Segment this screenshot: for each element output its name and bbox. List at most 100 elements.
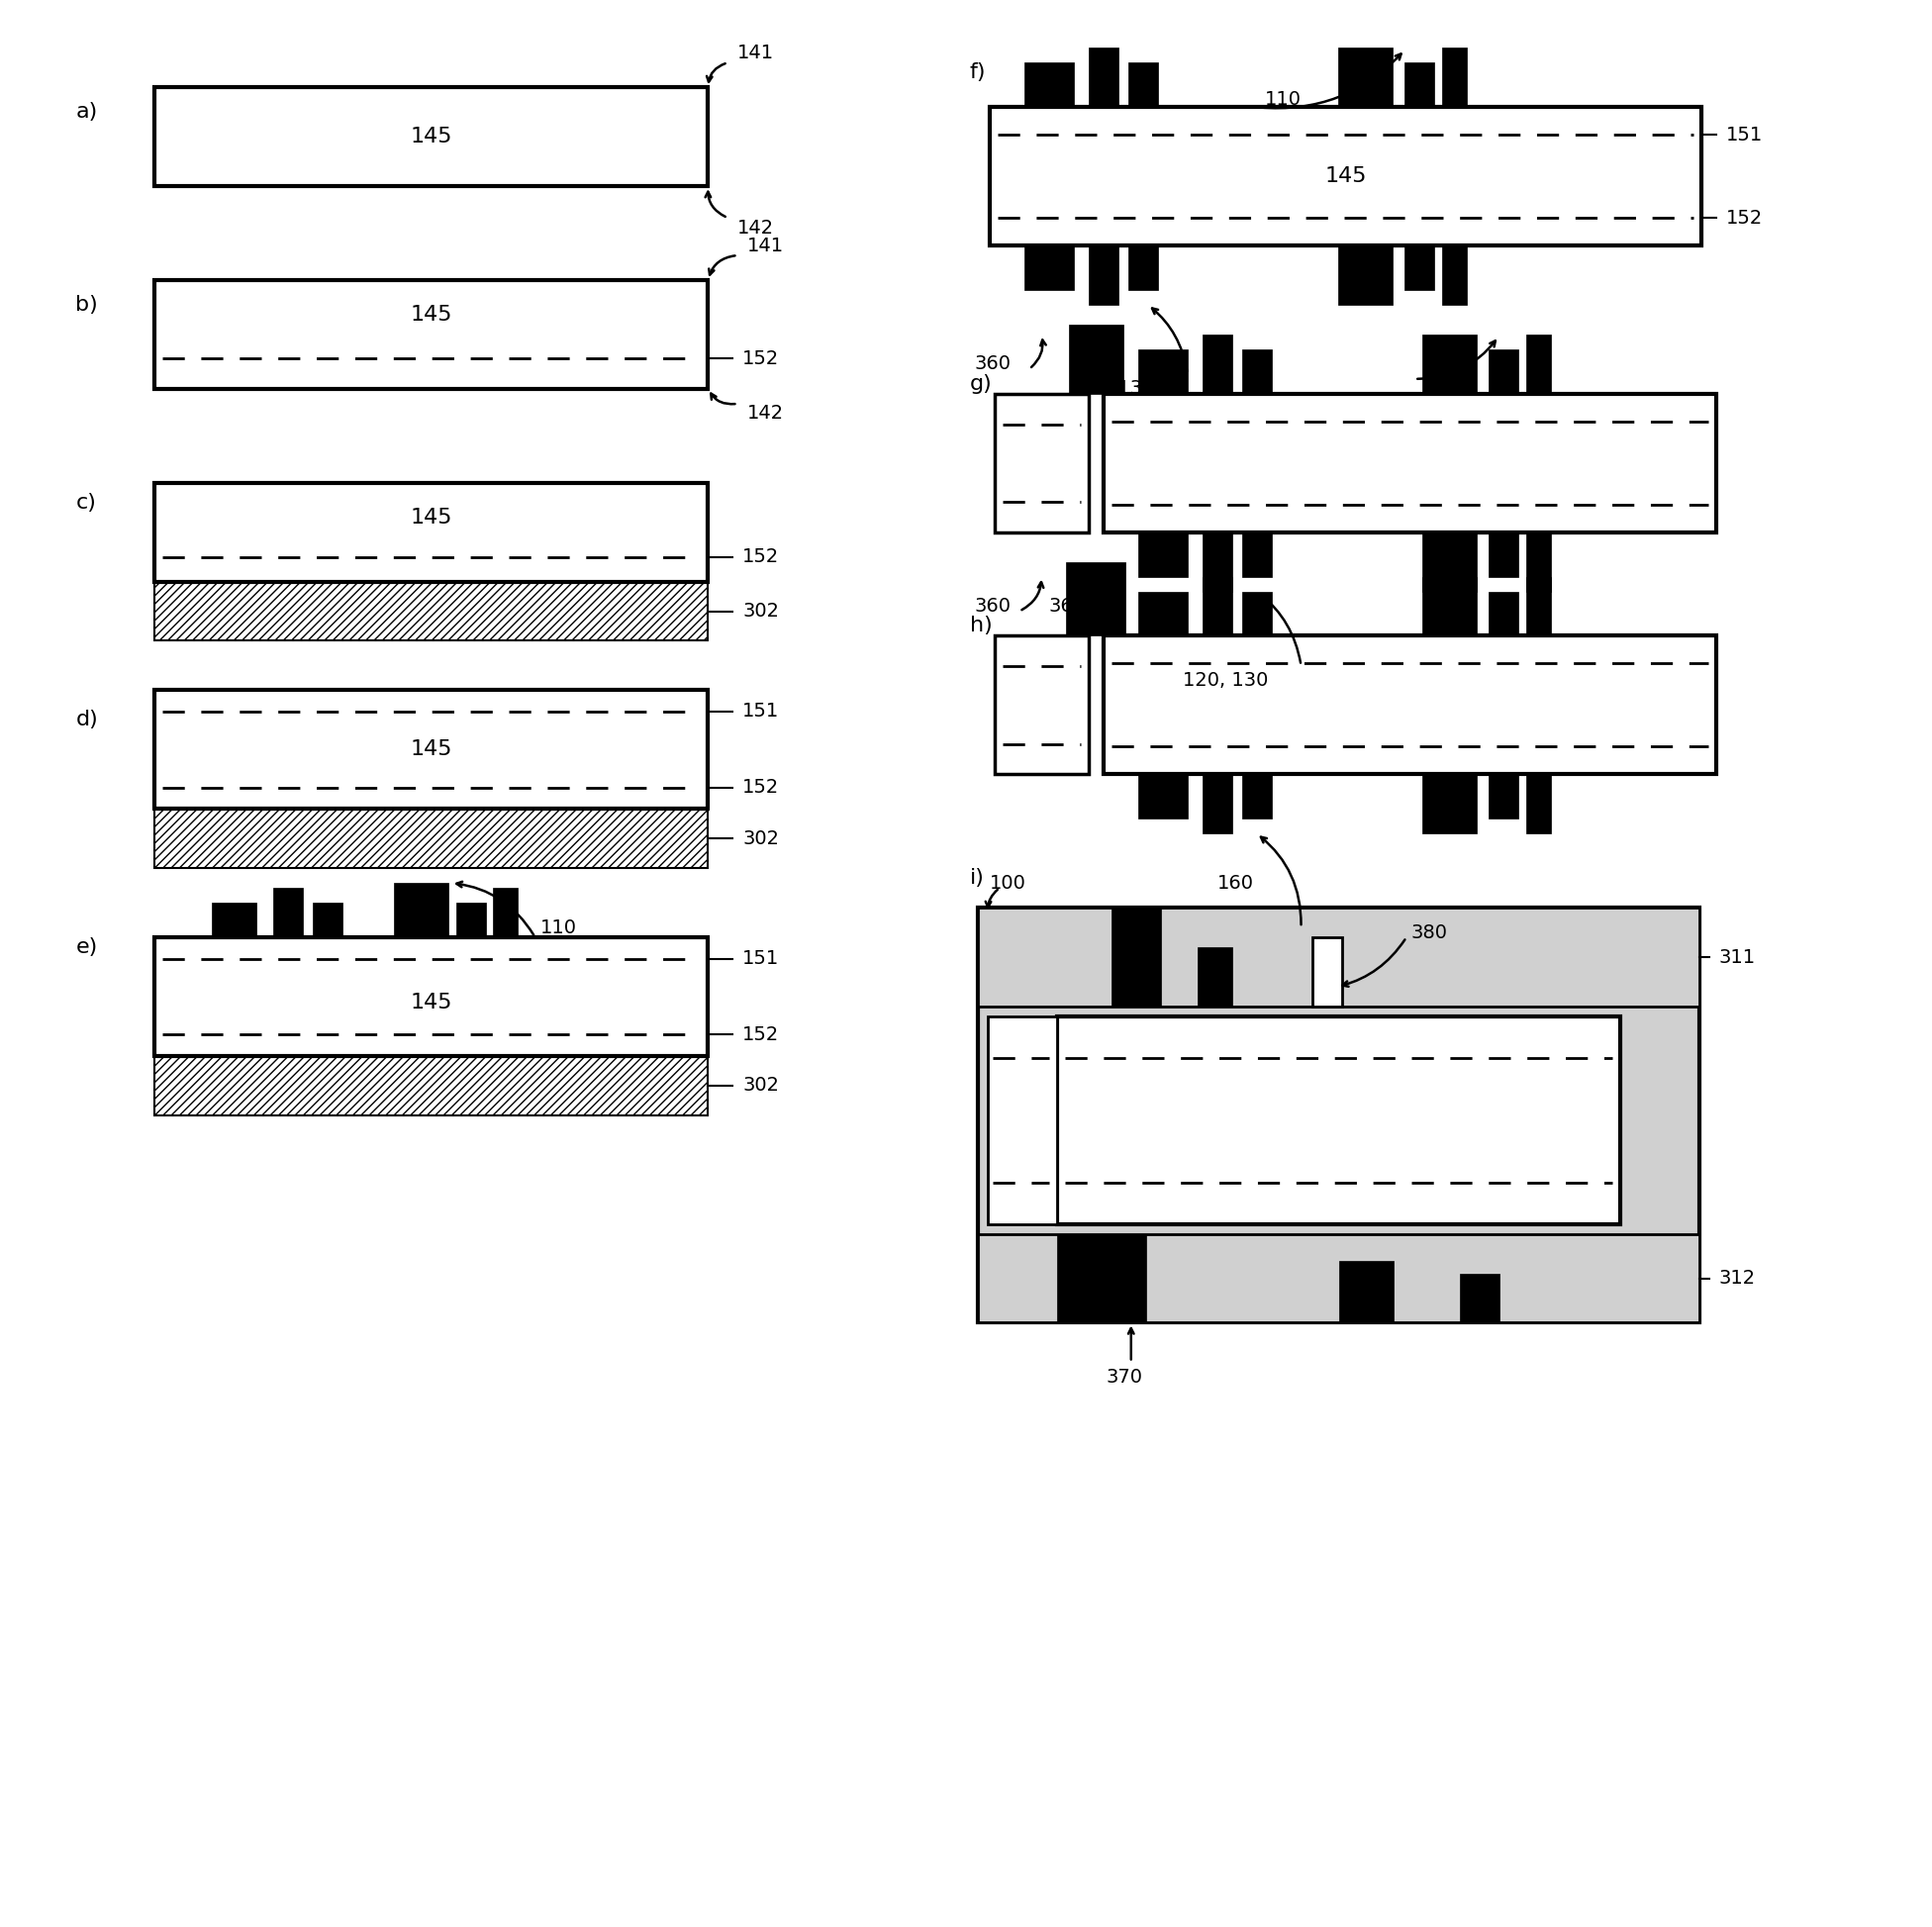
Bar xyxy=(1128,64,1157,108)
Bar xyxy=(394,883,448,937)
Text: 145: 145 xyxy=(410,992,452,1012)
Text: e): e) xyxy=(75,937,97,958)
Bar xyxy=(1198,948,1233,1006)
Bar xyxy=(1339,1260,1395,1322)
Text: 141: 141 xyxy=(738,44,775,62)
Bar xyxy=(155,87,707,187)
Text: 145: 145 xyxy=(410,304,452,326)
Text: 120, 130: 120, 130 xyxy=(1068,380,1153,399)
Bar xyxy=(1128,245,1157,289)
Bar xyxy=(1422,532,1476,592)
Bar xyxy=(978,1233,1700,1322)
Text: 152: 152 xyxy=(742,779,779,798)
Bar xyxy=(1138,349,1188,393)
Bar xyxy=(313,902,342,937)
Bar xyxy=(1490,532,1519,576)
Text: 100: 100 xyxy=(989,873,1026,892)
Bar xyxy=(978,908,1700,1322)
Bar xyxy=(1312,937,1343,1006)
Bar xyxy=(1339,48,1393,108)
Bar xyxy=(1103,636,1716,775)
Text: 110: 110 xyxy=(541,917,576,937)
Bar xyxy=(155,937,707,1056)
Bar xyxy=(987,1016,1057,1224)
Bar xyxy=(155,809,707,869)
Bar xyxy=(1422,576,1476,636)
Text: i): i) xyxy=(970,867,985,888)
Bar xyxy=(1441,48,1466,108)
Text: 380: 380 xyxy=(1412,923,1447,942)
Bar xyxy=(155,582,707,642)
Text: 142: 142 xyxy=(748,405,784,422)
Text: 145: 145 xyxy=(410,507,452,528)
Text: 360: 360 xyxy=(976,355,1012,374)
Text: d): d) xyxy=(75,709,99,730)
Text: 312: 312 xyxy=(1719,1268,1756,1287)
Text: 302: 302 xyxy=(742,829,779,848)
Bar xyxy=(1024,245,1074,289)
Bar xyxy=(1422,335,1476,393)
Text: 120, 130: 120, 130 xyxy=(1182,671,1267,690)
Bar xyxy=(978,908,1700,1006)
Text: 110: 110 xyxy=(1264,91,1300,108)
Text: 145: 145 xyxy=(410,127,452,146)
Bar xyxy=(1024,64,1074,108)
Bar xyxy=(1057,1016,1621,1224)
Bar xyxy=(155,690,707,809)
Bar xyxy=(1490,349,1519,393)
Text: b): b) xyxy=(75,295,99,314)
Bar xyxy=(1202,775,1233,834)
Text: c): c) xyxy=(75,493,97,513)
Bar xyxy=(1422,775,1476,834)
Text: 151: 151 xyxy=(742,950,779,967)
Text: 142: 142 xyxy=(738,218,775,237)
Text: 302: 302 xyxy=(742,601,779,620)
Text: 145: 145 xyxy=(410,740,452,759)
Bar xyxy=(1441,245,1466,304)
Text: a): a) xyxy=(75,102,97,121)
Bar xyxy=(1202,576,1233,636)
Text: 370: 370 xyxy=(1107,1368,1144,1387)
Text: h): h) xyxy=(970,617,993,636)
Bar xyxy=(1202,335,1233,393)
Bar xyxy=(456,902,485,937)
Bar xyxy=(272,888,303,937)
Text: 160: 160 xyxy=(1217,873,1254,892)
Bar xyxy=(1138,592,1188,636)
Bar xyxy=(1242,532,1271,576)
Bar xyxy=(1490,775,1519,819)
Text: 360: 360 xyxy=(976,597,1012,615)
Text: 152: 152 xyxy=(1725,208,1762,227)
Text: 152: 152 xyxy=(742,547,779,567)
Bar xyxy=(1057,1233,1146,1322)
Bar xyxy=(155,279,707,389)
Bar xyxy=(1526,576,1551,636)
Bar xyxy=(1242,592,1271,636)
Text: 152: 152 xyxy=(742,349,779,368)
Bar xyxy=(995,636,1088,775)
Text: 151: 151 xyxy=(742,701,779,721)
Bar xyxy=(1339,245,1393,304)
Bar xyxy=(1405,64,1434,108)
Bar xyxy=(1526,775,1551,834)
Bar xyxy=(1490,592,1519,636)
Text: 152: 152 xyxy=(742,1025,779,1044)
Text: 361: 361 xyxy=(1049,597,1086,615)
Text: 145: 145 xyxy=(1325,166,1366,187)
Text: g): g) xyxy=(970,374,993,393)
Bar xyxy=(1088,48,1119,108)
Text: 151: 151 xyxy=(1725,125,1762,145)
Text: 110: 110 xyxy=(1422,362,1459,380)
Text: 302: 302 xyxy=(742,1075,779,1095)
Text: 141: 141 xyxy=(748,237,784,254)
Bar xyxy=(1242,349,1271,393)
Text: f): f) xyxy=(970,64,985,83)
Bar xyxy=(155,1056,707,1116)
Bar xyxy=(1461,1274,1499,1322)
Bar xyxy=(1103,393,1716,532)
Bar xyxy=(1526,335,1551,393)
Bar xyxy=(1202,532,1233,592)
Bar xyxy=(1088,245,1119,304)
Bar xyxy=(211,902,255,937)
Bar xyxy=(989,108,1702,245)
